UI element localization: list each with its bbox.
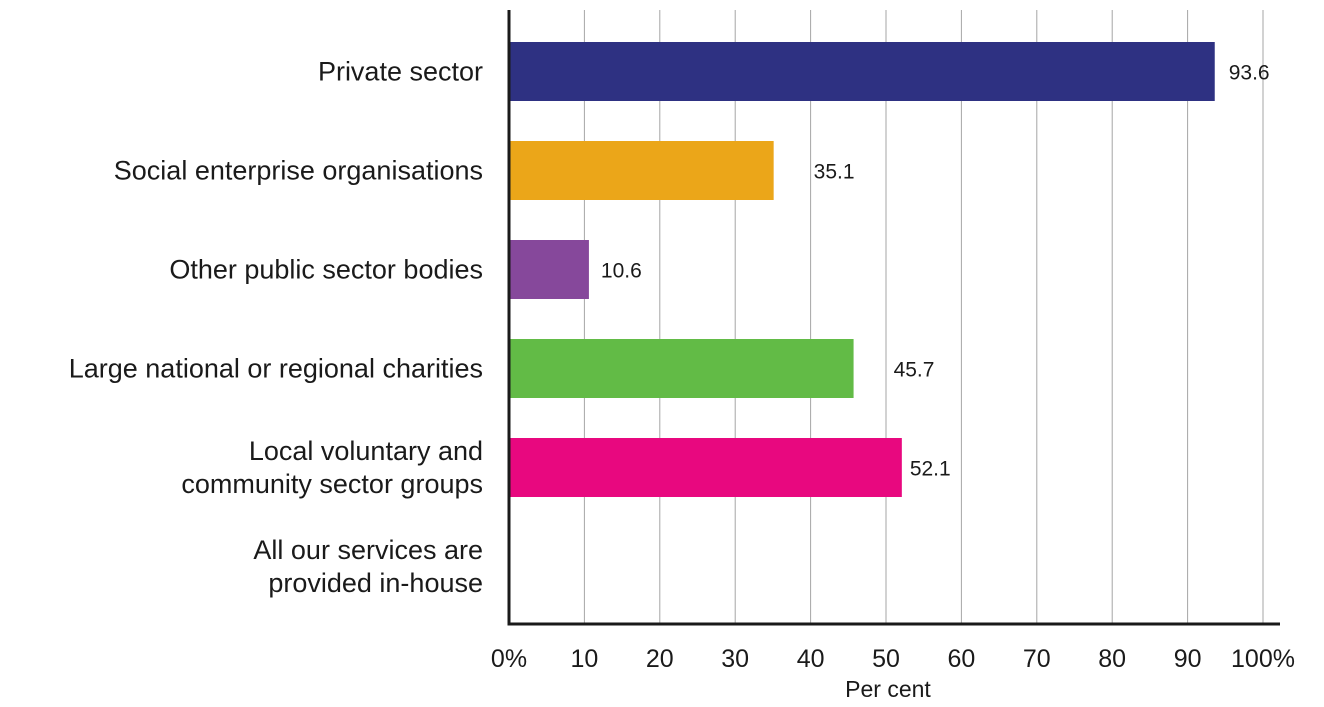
- bar-value-label: 45.7: [894, 359, 935, 382]
- category-label: Other public sector bodies: [169, 255, 483, 285]
- axes: [507, 10, 1280, 626]
- category-label: Social enterprise organisations: [114, 156, 483, 186]
- x-tick-label: 0%: [491, 645, 527, 673]
- bar: [510, 240, 589, 299]
- x-tick-label: 80: [1098, 645, 1126, 673]
- bar: [510, 141, 774, 200]
- category-label: provided in-house: [268, 568, 483, 598]
- bar-value-label: 93.6: [1229, 62, 1270, 85]
- category-labels: Private sector Social enterprise organisa…: [69, 57, 483, 599]
- category-label: All our services are: [253, 535, 483, 565]
- bar-value-label: 10.6: [601, 260, 642, 283]
- bar-value-label: 52.1: [910, 458, 951, 481]
- bar-value-label: 35.1: [814, 161, 855, 184]
- x-tick-label: 30: [721, 645, 749, 673]
- category-label: Large national or regional charities: [69, 354, 483, 384]
- value-labels: 93.6 35.1 10.6 45.7 52.1: [601, 62, 1270, 481]
- x-tick-label: 90: [1174, 645, 1202, 673]
- bar: [510, 42, 1215, 101]
- bars: [510, 42, 1215, 497]
- x-tick-label: 50: [872, 645, 900, 673]
- bar: [510, 438, 902, 497]
- bar: [510, 339, 854, 398]
- category-label: Local voluntary and: [249, 436, 483, 466]
- category-label: Private sector: [318, 57, 483, 87]
- category-label: community sector groups: [181, 469, 483, 499]
- x-tick-label: 100%: [1231, 645, 1295, 673]
- x-tick-label: 70: [1023, 645, 1051, 673]
- x-axis-title: Per cent: [845, 676, 931, 702]
- x-tick-label: 10: [570, 645, 598, 673]
- x-tick-label: 60: [947, 645, 975, 673]
- x-tick-label: 40: [797, 645, 825, 673]
- x-tick-labels: 0% 10 20 30 40 50 60 70 80 90 100%: [491, 645, 1295, 673]
- gridlines: [583, 10, 1264, 624]
- x-tick-label: 20: [646, 645, 674, 673]
